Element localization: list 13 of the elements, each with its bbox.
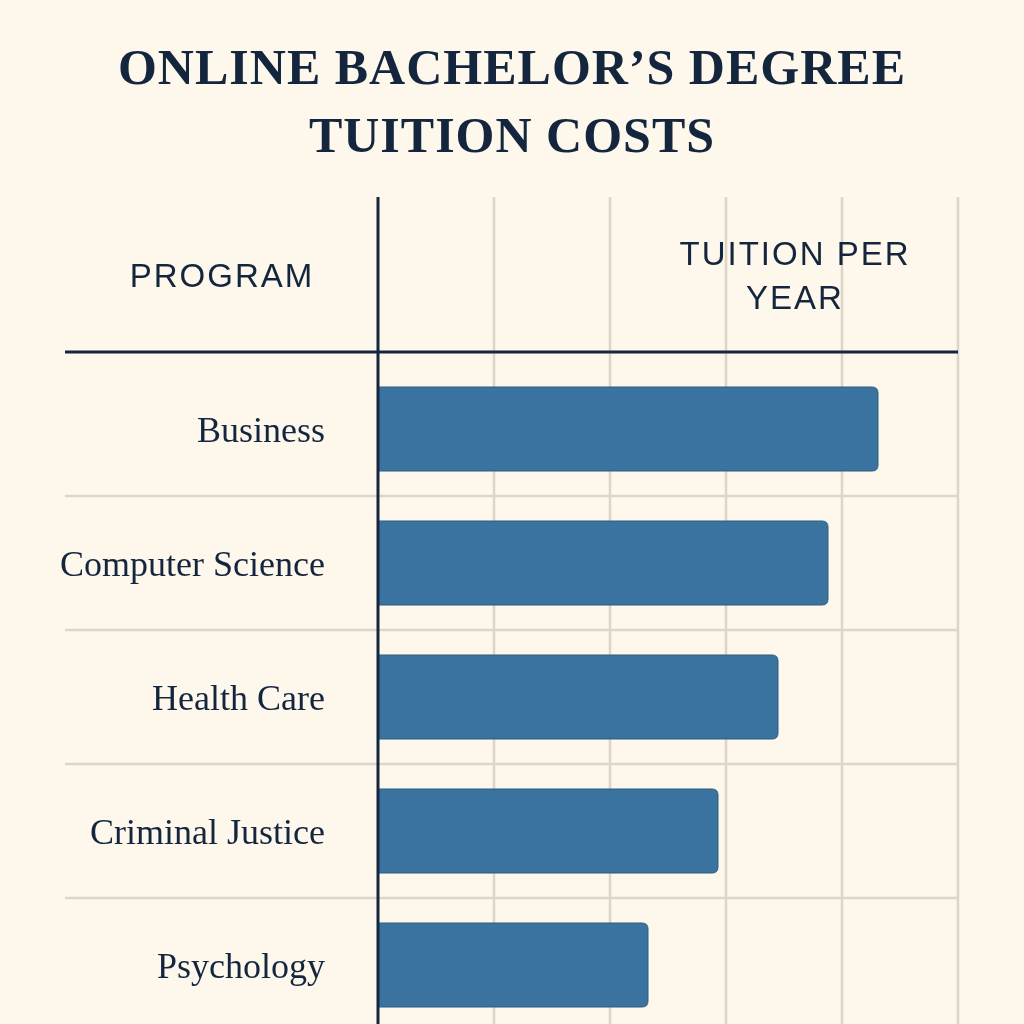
y-tick-label: Business: [196, 410, 325, 450]
bar: [377, 386, 879, 472]
y-tick-label: Computer Science: [60, 544, 325, 584]
y-tick-label: Health Care: [152, 678, 325, 718]
y-tick-label: Criminal Justice: [90, 812, 325, 852]
y-axis-title: PROGRAM: [129, 256, 315, 294]
bar: [377, 788, 719, 874]
bar: [377, 922, 649, 1008]
chart-title: ONLINE BACHELOR’S DEGREE TUITION COSTS: [117, 39, 907, 163]
x-axis-title: TUITION PER YEAR: [679, 234, 911, 316]
y-tick-label: Psychology: [156, 946, 325, 986]
bar: [377, 520, 829, 606]
bar: [377, 654, 779, 740]
